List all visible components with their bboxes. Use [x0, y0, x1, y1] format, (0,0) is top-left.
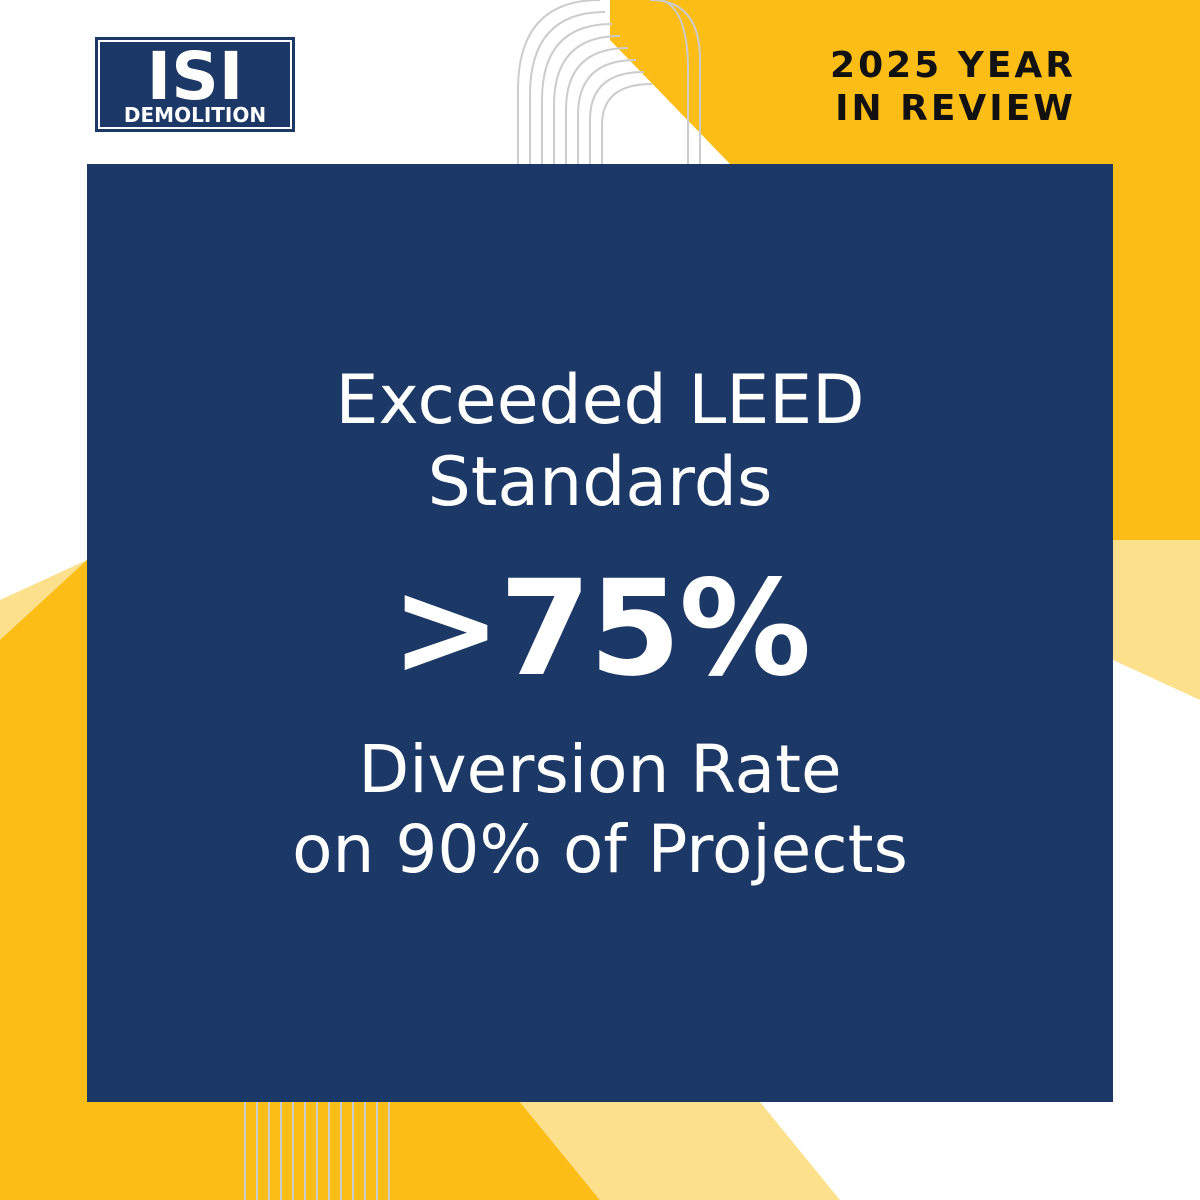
right-light-yellow-stripe: [1113, 540, 1200, 700]
logo-text-demolition: DEMOLITION: [124, 103, 266, 127]
top-arcs-decoration: [517, 0, 701, 164]
stat-description: Diversion Rate on 90% of Projects: [87, 730, 1113, 890]
year-in-review-line-1: 2025 YEAR: [830, 45, 1076, 86]
stat-description-line-1: Diversion Rate: [358, 731, 842, 808]
year-in-review-title: 2025 YEAR IN REVIEW: [716, 44, 1076, 130]
stat-panel: Exceeded LEED Standards >75% Diversion R…: [87, 164, 1113, 1102]
left-yellow-band: [0, 560, 87, 1200]
headline: Exceeded LEED Standards: [87, 360, 1113, 524]
headline-line-1: Exceeded LEED: [335, 361, 865, 440]
stat-description-line-2: on 90% of Projects: [292, 811, 908, 888]
bottom-yellow-band: [87, 1102, 600, 1200]
logo-text-isi: ISI: [147, 38, 244, 115]
isi-demolition-logo: ISI DEMOLITION: [95, 37, 295, 132]
stat-value: >75%: [390, 552, 812, 706]
bottom-arcs-decoration: [244, 1102, 390, 1200]
top-right-yellow-band: [610, 0, 1200, 540]
bottom-light-yellow-stripe: [520, 1102, 840, 1200]
year-in-review-line-2: IN REVIEW: [835, 88, 1076, 129]
headline-line-2: Standards: [427, 443, 773, 522]
